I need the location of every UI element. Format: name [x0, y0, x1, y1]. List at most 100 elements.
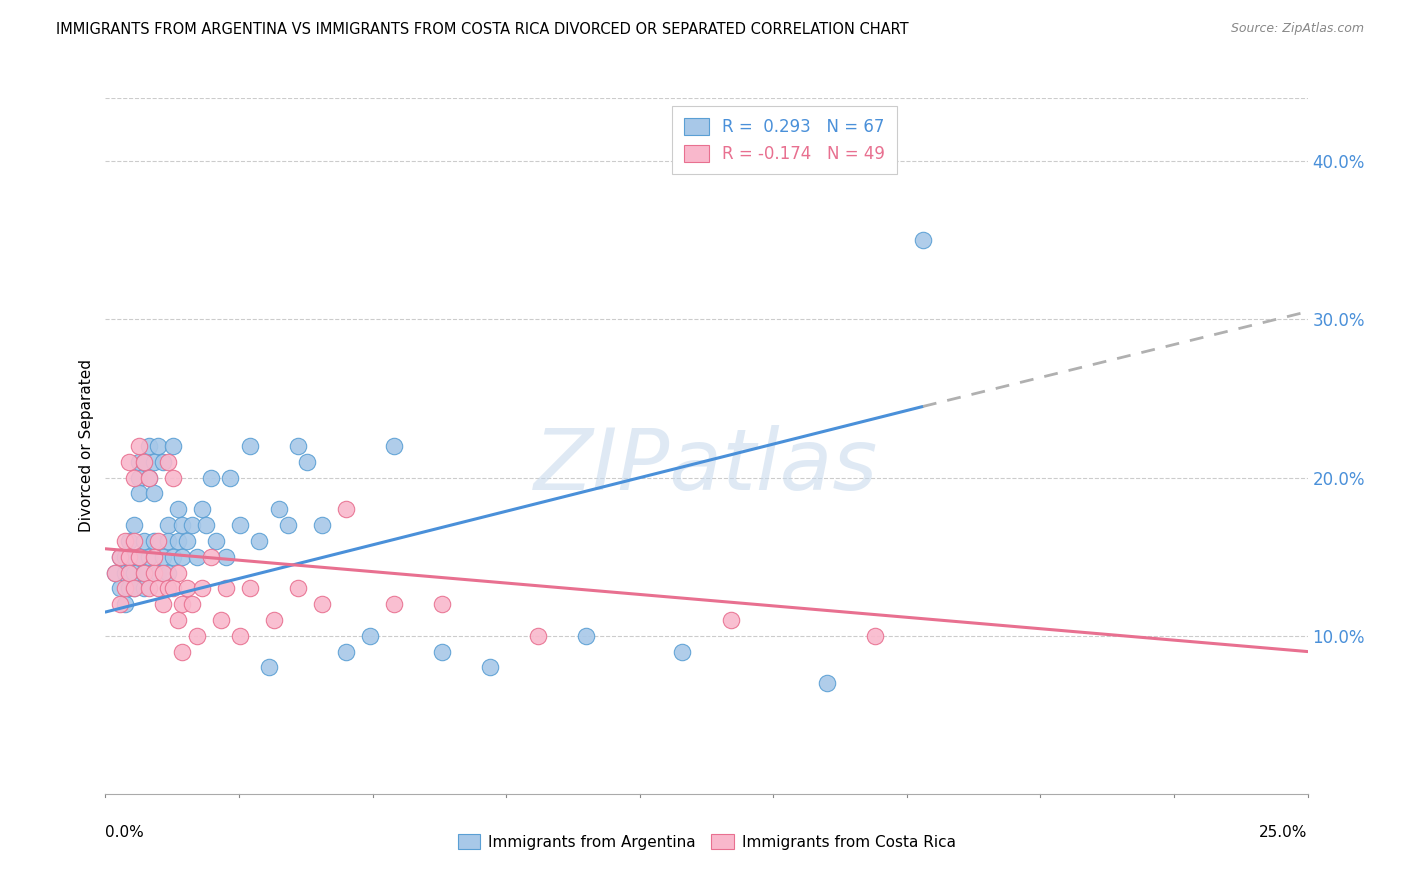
Point	[181, 597, 204, 611]
Point	[132, 566, 155, 580]
Point	[148, 439, 170, 453]
Point	[124, 582, 146, 596]
Point	[190, 582, 212, 596]
Point	[114, 533, 136, 548]
Point	[156, 582, 179, 596]
Point	[156, 455, 179, 469]
Y-axis label: Divorced or Separated: Divorced or Separated	[79, 359, 94, 533]
Point	[166, 533, 188, 548]
Point	[214, 582, 236, 596]
Point	[172, 549, 194, 564]
Point	[148, 582, 170, 596]
Point	[247, 533, 270, 548]
Point	[132, 455, 155, 469]
Point	[209, 613, 232, 627]
Point	[118, 582, 141, 596]
Point	[156, 533, 179, 548]
Point	[118, 566, 141, 580]
Point	[132, 582, 155, 596]
Point	[108, 549, 131, 564]
Point	[152, 597, 174, 611]
Point	[430, 597, 453, 611]
Point	[267, 502, 290, 516]
Point	[162, 439, 184, 453]
Point	[200, 470, 222, 484]
Point	[124, 470, 146, 484]
Point	[114, 549, 136, 564]
Point	[148, 533, 170, 548]
Point	[172, 518, 194, 533]
Point	[575, 629, 598, 643]
Point	[311, 597, 333, 611]
Point	[156, 566, 179, 580]
Point	[118, 533, 141, 548]
Point	[335, 502, 357, 516]
Point	[162, 582, 184, 596]
Point	[124, 549, 146, 564]
Point	[205, 533, 228, 548]
Point	[166, 613, 188, 627]
Point	[128, 549, 150, 564]
Point	[166, 502, 188, 516]
Point	[138, 470, 160, 484]
Point	[138, 549, 160, 564]
Point	[132, 455, 155, 469]
Point	[287, 582, 309, 596]
Point	[186, 629, 208, 643]
Point	[257, 660, 280, 674]
Point	[124, 566, 146, 580]
Text: IMMIGRANTS FROM ARGENTINA VS IMMIGRANTS FROM COSTA RICA DIVORCED OR SEPARATED CO: IMMIGRANTS FROM ARGENTINA VS IMMIGRANTS …	[56, 22, 908, 37]
Text: 25.0%: 25.0%	[1260, 825, 1308, 840]
Point	[911, 234, 934, 248]
Point	[166, 566, 188, 580]
Text: Source: ZipAtlas.com: Source: ZipAtlas.com	[1230, 22, 1364, 36]
Point	[229, 629, 252, 643]
Point	[239, 439, 262, 453]
Point	[114, 582, 136, 596]
Point	[118, 455, 141, 469]
Point	[114, 566, 136, 580]
Point	[156, 518, 179, 533]
Point	[479, 660, 502, 674]
Point	[128, 549, 150, 564]
Point	[108, 597, 131, 611]
Point	[148, 566, 170, 580]
Point	[382, 597, 405, 611]
Point	[128, 486, 150, 500]
Point	[124, 518, 146, 533]
Point	[176, 582, 198, 596]
Point	[142, 549, 165, 564]
Point	[152, 549, 174, 564]
Point	[104, 566, 127, 580]
Point	[128, 470, 150, 484]
Point	[190, 502, 212, 516]
Point	[200, 549, 222, 564]
Legend: Immigrants from Argentina, Immigrants from Costa Rica: Immigrants from Argentina, Immigrants fr…	[451, 828, 962, 855]
Point	[124, 582, 146, 596]
Point	[671, 644, 693, 658]
Point	[172, 597, 194, 611]
Point	[142, 533, 165, 548]
Point	[311, 518, 333, 533]
Point	[815, 676, 838, 690]
Text: 0.0%: 0.0%	[105, 825, 145, 840]
Point	[128, 439, 150, 453]
Point	[138, 582, 160, 596]
Point	[142, 486, 165, 500]
Point	[297, 455, 319, 469]
Point	[430, 644, 453, 658]
Point	[214, 549, 236, 564]
Point	[152, 455, 174, 469]
Point	[181, 518, 204, 533]
Point	[720, 613, 742, 627]
Text: ZIPatlas: ZIPatlas	[534, 425, 879, 508]
Point	[359, 629, 381, 643]
Point	[162, 549, 184, 564]
Point	[138, 470, 160, 484]
Point	[108, 582, 131, 596]
Point	[219, 470, 242, 484]
Point	[335, 644, 357, 658]
Point	[263, 613, 285, 627]
Point	[142, 566, 165, 580]
Point	[114, 597, 136, 611]
